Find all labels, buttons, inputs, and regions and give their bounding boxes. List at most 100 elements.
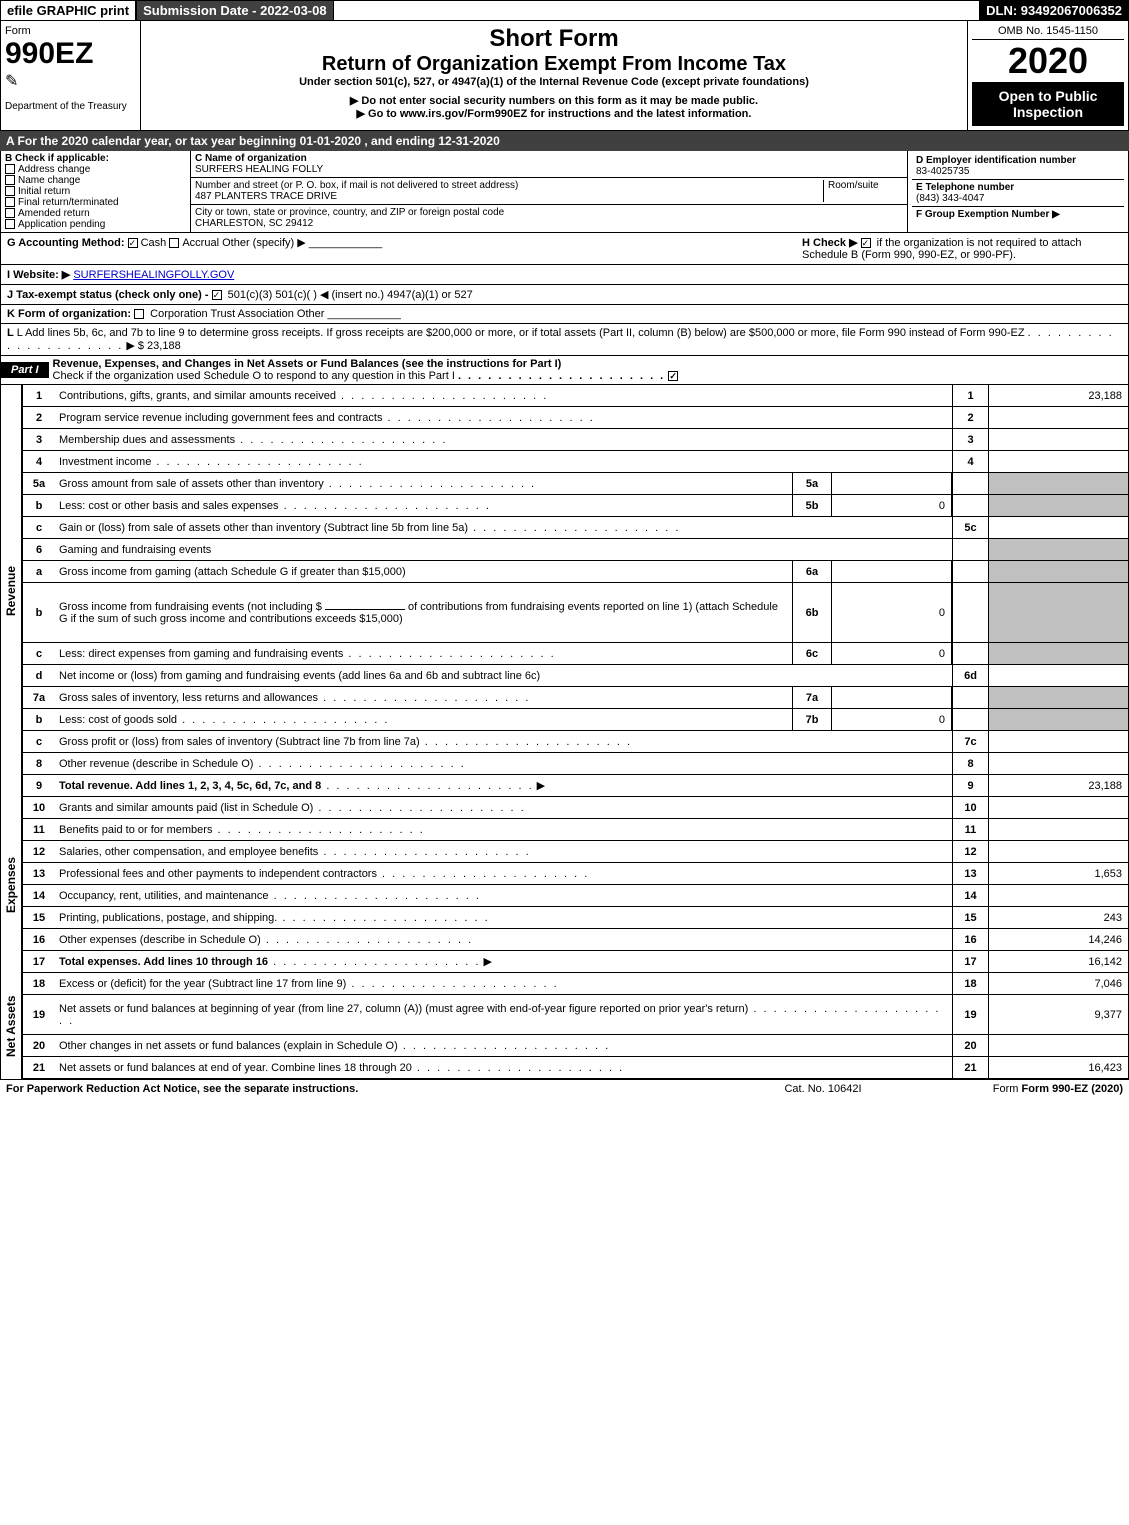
checkbox-accrual[interactable] <box>169 238 179 248</box>
net-assets-vert-label: Net Assets <box>0 973 22 1079</box>
amount-14 <box>988 885 1128 906</box>
part1-header: Part I Revenue, Expenses, and Changes in… <box>0 356 1129 385</box>
amount-6d <box>988 665 1128 686</box>
short-form-title: Short Form <box>145 25 963 53</box>
net-assets-section: Net Assets 18 Excess or (deficit) for th… <box>0 973 1129 1079</box>
room-suite-label: Room/suite <box>823 180 903 202</box>
amount-5a <box>832 473 952 494</box>
line-9: 9 Total revenue. Add lines 1, 2, 3, 4, 5… <box>22 775 1129 797</box>
checkbox-corporation[interactable] <box>134 309 144 319</box>
city-state-zip: CHARLESTON, SC 29412 <box>195 218 313 229</box>
line-13: 13 Professional fees and other payments … <box>22 863 1129 885</box>
efile-print-label: efile GRAPHIC print <box>0 0 136 21</box>
line-3: 3 Membership dues and assessments 3 <box>22 429 1129 451</box>
amount-16: 14,246 <box>988 929 1128 950</box>
ssn-warning: ▶ Do not enter social security numbers o… <box>145 94 963 107</box>
form-version: Form Form 990-EZ (2020) <box>923 1083 1123 1095</box>
ein: 83-4025735 <box>916 166 969 177</box>
amount-5c <box>988 517 1128 538</box>
checkbox-cash[interactable] <box>128 238 138 248</box>
topbar-spacer <box>334 0 980 21</box>
line-7b: b Less: cost of goods sold 7b 0 <box>22 709 1129 731</box>
amount-13: 1,653 <box>988 863 1128 884</box>
checkbox-schedule-o[interactable] <box>668 371 678 381</box>
box-e: E Telephone number (843) 343-4047 <box>912 180 1124 207</box>
address-block: Number and street (or P. O. box, if mail… <box>191 178 907 205</box>
checkbox-name-change[interactable]: Name change <box>5 175 186 186</box>
expenses-section: Expenses 10 Grants and similar amounts p… <box>0 797 1129 973</box>
line-6a: a Gross income from gaming (attach Sched… <box>22 561 1129 583</box>
line-15: 15 Printing, publications, postage, and … <box>22 907 1129 929</box>
amount-11 <box>988 819 1128 840</box>
form-header: Form 990EZ ✎ Department of the Treasury … <box>0 21 1129 131</box>
line-19: 19 Net assets or fund balances at beginn… <box>22 995 1129 1035</box>
checkbox-schedule-b[interactable] <box>861 238 871 248</box>
line-7a: 7a Gross sales of inventory, less return… <box>22 687 1129 709</box>
revenue-vert-label: Revenue <box>0 385 22 797</box>
amount-3 <box>988 429 1128 450</box>
paperwork-notice: For Paperwork Reduction Act Notice, see … <box>6 1083 723 1095</box>
line-6b: b Gross income from fundraising events (… <box>22 583 1129 643</box>
box-b-title: B Check if applicable: <box>5 153 186 164</box>
box-d: D Employer identification number 83-4025… <box>912 153 1124 180</box>
dln-number: DLN: 93492067006352 <box>979 0 1129 21</box>
box-f: F Group Exemption Number ▶ <box>912 207 1124 222</box>
gross-receipts: ▶ $ 23,188 <box>126 340 180 352</box>
amount-18: 7,046 <box>988 973 1128 994</box>
amount-4 <box>988 451 1128 472</box>
line-5b: b Less: cost or other basis and sales ex… <box>22 495 1129 517</box>
subtitle: Under section 501(c), 527, or 4947(a)(1)… <box>145 76 963 88</box>
page-footer: For Paperwork Reduction Act Notice, see … <box>0 1079 1129 1098</box>
checkbox-application-pending[interactable]: Application pending <box>5 219 186 230</box>
line-17: 17 Total expenses. Add lines 10 through … <box>22 951 1129 973</box>
website-link[interactable]: SURFERSHEALINGFOLLY.GOV <box>73 269 234 281</box>
line-21: 21 Net assets or fund balances at end of… <box>22 1057 1129 1079</box>
checkbox-initial-return[interactable]: Initial return <box>5 186 186 197</box>
box-h: H Check ▶ if the organization is not req… <box>802 236 1122 261</box>
line-8: 8 Other revenue (describe in Schedule O)… <box>22 753 1129 775</box>
amount-21: 16,423 <box>988 1057 1128 1078</box>
line-4: 4 Investment income 4 <box>22 451 1129 473</box>
checkbox-501c3[interactable] <box>212 290 222 300</box>
amount-9: 23,188 <box>988 775 1128 796</box>
amount-17: 16,142 <box>988 951 1128 972</box>
checkbox-final-return[interactable]: Final return/terminated <box>5 197 186 208</box>
checkbox-address-change[interactable]: Address change <box>5 164 186 175</box>
box-c: C Name of organization SURFERS HEALING F… <box>191 151 908 232</box>
line-6c: c Less: direct expenses from gaming and … <box>22 643 1129 665</box>
omb-number: OMB No. 1545-1150 <box>972 25 1124 40</box>
box-g: G Accounting Method: Cash Accrual Other … <box>7 236 802 261</box>
line-1: 1 Contributions, gifts, grants, and simi… <box>22 385 1129 407</box>
amount-10 <box>988 797 1128 818</box>
amount-7a <box>832 687 952 708</box>
org-name-block: C Name of organization SURFERS HEALING F… <box>191 151 907 178</box>
amount-12 <box>988 841 1128 862</box>
line-2: 2 Program service revenue including gove… <box>22 407 1129 429</box>
box-j: J Tax-exempt status (check only one) - 5… <box>0 285 1129 305</box>
instructions-link-row: ▶ Go to www.irs.gov/Form990EZ for instru… <box>145 107 963 120</box>
part1-label: Part I <box>1 362 49 378</box>
checkbox-amended-return[interactable]: Amended return <box>5 208 186 219</box>
open-to-public: Open to Public Inspection <box>972 82 1124 126</box>
tax-year: 2020 <box>972 40 1124 82</box>
amount-7b: 0 <box>832 709 952 730</box>
period-bar: A For the 2020 calendar year, or tax yea… <box>0 131 1129 151</box>
submission-date: Submission Date - 2022-03-08 <box>136 0 334 21</box>
amount-6b: 0 <box>832 583 952 642</box>
line-10: 10 Grants and similar amounts paid (list… <box>22 797 1129 819</box>
line-6d: d Net income or (loss) from gaming and f… <box>22 665 1129 687</box>
amount-1: 23,188 <box>988 385 1128 406</box>
amount-7c <box>988 731 1128 752</box>
info-block: B Check if applicable: Address change Na… <box>0 151 1129 233</box>
line-12: 12 Salaries, other compensation, and emp… <box>22 841 1129 863</box>
box-i: I Website: ▶ SURFERSHEALINGFOLLY.GOV <box>0 265 1129 285</box>
amount-2 <box>988 407 1128 428</box>
main-title: Return of Organization Exempt From Incom… <box>145 53 963 76</box>
part1-title: Revenue, Expenses, and Changes in Net As… <box>49 356 1128 384</box>
city-block: City or town, state or province, country… <box>191 205 907 231</box>
line-20: 20 Other changes in net assets or fund b… <box>22 1035 1129 1057</box>
expenses-vert-label: Expenses <box>0 797 22 973</box>
form-number: 990EZ <box>5 37 136 71</box>
line-11: 11 Benefits paid to or for members 11 <box>22 819 1129 841</box>
row-gh: G Accounting Method: Cash Accrual Other … <box>0 233 1129 265</box>
